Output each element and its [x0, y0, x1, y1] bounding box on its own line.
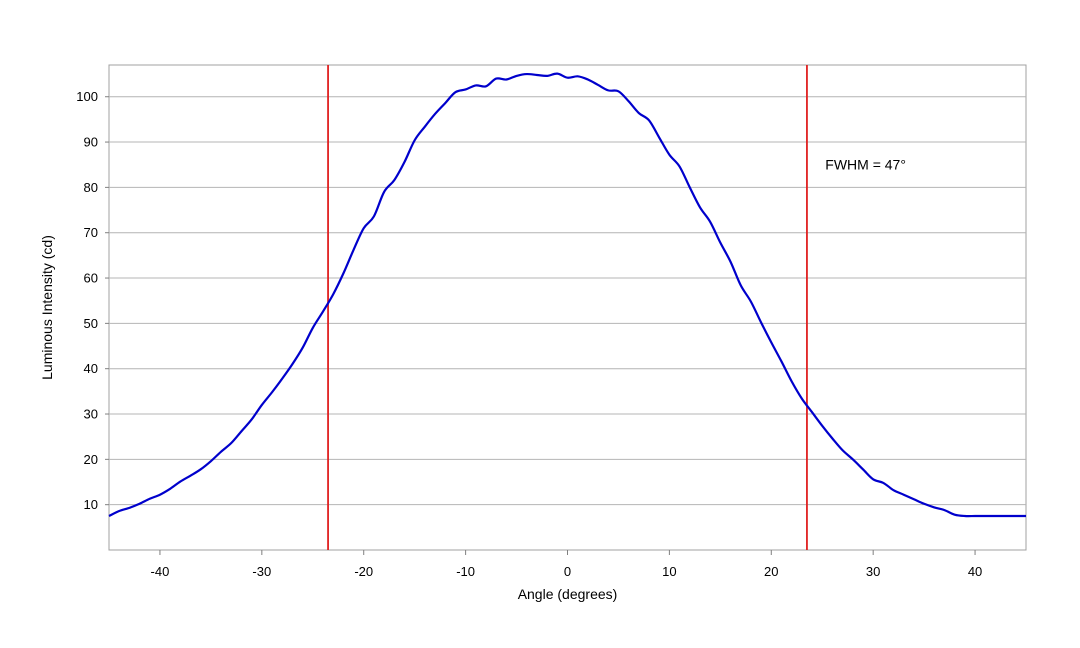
- y-tick-label: 30: [84, 407, 98, 422]
- y-tick-label: 40: [84, 361, 98, 376]
- x-tick-label: 10: [662, 564, 676, 579]
- x-tick-label: 20: [764, 564, 778, 579]
- axes: [105, 96, 976, 555]
- y-tick-label: 50: [84, 316, 98, 331]
- intensity-series-line: [108, 72, 1026, 518]
- tick-labels: 10 20 30 40 50 60 70 80 90 100 -40 -30 -20 -10 0 10 20 30…: [76, 89, 982, 579]
- x-tick-label: -30: [252, 564, 271, 579]
- data-series: [108, 72, 1026, 518]
- y-axis-title: Luminous Intensity (cd): [39, 235, 55, 380]
- y-tick-label: 10: [84, 497, 98, 512]
- x-tick-label: 40: [968, 564, 982, 579]
- x-tick-label: -20: [354, 564, 373, 579]
- y-tick-label: 60: [84, 271, 98, 286]
- y-tick-label: 20: [84, 452, 98, 467]
- x-tick-label: -40: [151, 564, 170, 579]
- plot-area: [108, 64, 1027, 551]
- y-tick-label: 70: [84, 225, 98, 240]
- fwhm-markers: [327, 65, 808, 550]
- x-tick-label: -10: [456, 564, 475, 579]
- y-tick-label: 90: [84, 135, 98, 150]
- gridlines: [109, 96, 1026, 506]
- y-tick-label: 100: [76, 89, 98, 104]
- x-axis-title: Angle (degrees): [518, 586, 618, 602]
- fwhm-annotation: FWHM = 47°: [825, 156, 906, 172]
- x-tick-label: 30: [866, 564, 880, 579]
- y-tick-label: 80: [84, 180, 98, 195]
- x-tick-label: 0: [564, 564, 571, 579]
